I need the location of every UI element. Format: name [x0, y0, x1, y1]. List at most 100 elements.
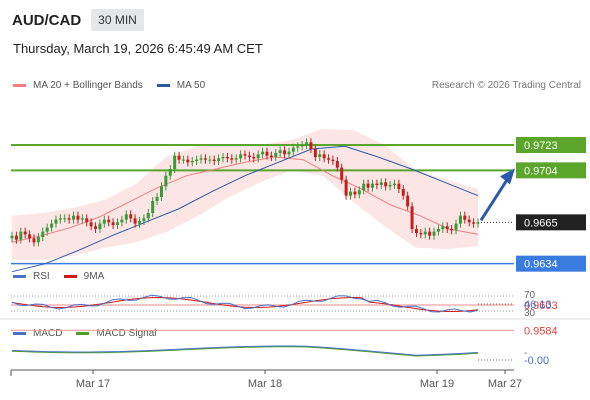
candle-body [370, 183, 374, 188]
pivot-tag [516, 255, 586, 272]
ma50-label: MA 50 [176, 80, 206, 91]
candle-body [186, 159, 190, 163]
rsi-level-70: 70 [524, 290, 536, 301]
candle-body [116, 222, 120, 225]
candle-body [392, 183, 396, 185]
candle-body [309, 142, 313, 149]
candle-body [225, 157, 229, 159]
timestamp: Thursday, March 19, 2026 6:45:49 AM CET [13, 41, 263, 56]
support-label: 0.9584 [524, 325, 558, 337]
candle-body [243, 154, 247, 156]
macd-swatch [13, 332, 26, 335]
candle-body [14, 235, 18, 240]
candle-body [98, 223, 102, 229]
candle-body [401, 189, 405, 196]
candle-body [221, 157, 225, 159]
candle-body [133, 218, 137, 224]
candle-body [445, 226, 449, 229]
rsi-line [11, 294, 479, 313]
candle-body [54, 219, 58, 224]
ma20-line [11, 156, 479, 243]
candle-body [305, 142, 309, 145]
candle-body [313, 149, 317, 157]
legend-macd: MACD [13, 328, 62, 339]
candle-body [217, 158, 221, 161]
candle-body [234, 158, 238, 160]
candle-body [142, 218, 146, 221]
candle-body [80, 218, 84, 220]
candle-body [450, 229, 454, 231]
candle-body [318, 154, 322, 157]
candle-body [287, 151, 291, 155]
macd-label: MACD [33, 328, 63, 339]
ma50-line [11, 145, 479, 273]
candle-body [463, 215, 467, 220]
candle-body [247, 155, 251, 157]
legend-macd-signal: MACD Signal [76, 328, 156, 339]
bollinger-band [12, 129, 478, 260]
candle-body [94, 226, 98, 229]
resistance-tag [516, 162, 586, 179]
ma9-label: 9MA [83, 271, 105, 282]
macd-legend: MACD MACD Signal [13, 328, 170, 339]
candle-body [120, 219, 124, 223]
candle-body [58, 218, 62, 220]
candle-body [89, 222, 93, 227]
last-price-label: 0.9665 [524, 217, 558, 229]
candle-body [10, 235, 14, 239]
candle-body [362, 183, 366, 191]
x-axis-tick-label: Mar 18 [248, 378, 282, 390]
candle-body [252, 157, 256, 159]
candle-body [340, 167, 344, 180]
legend-9ma: 9MA [63, 271, 105, 282]
candle-body [50, 223, 54, 228]
candle-body [349, 191, 353, 196]
legend-ma20: MA 20 + Bollinger Bands [13, 80, 143, 91]
macd-signal-swatch [76, 332, 90, 335]
candle-body [406, 195, 410, 207]
candle-body [410, 206, 414, 229]
candle-body [19, 231, 23, 240]
rsi-label: RSI [33, 271, 50, 282]
candle-body [366, 183, 370, 188]
candle-body [23, 231, 27, 235]
candle-body [36, 237, 40, 243]
candle-body [124, 214, 128, 220]
candle-body [28, 234, 32, 239]
candle-body [45, 227, 49, 232]
candle-body [41, 231, 45, 237]
rsi-level-30: 30 [524, 308, 536, 319]
candle-body [72, 215, 76, 220]
ma20-swatch [13, 84, 26, 87]
forecast-arrow-line [479, 177, 510, 222]
candle-body [137, 221, 141, 224]
x-axis-tick-label: Mar 19 [420, 378, 454, 390]
candle-body [432, 231, 436, 236]
timeframe-badge[interactable]: 30 MIN [91, 9, 144, 31]
candle-body [472, 222, 476, 224]
forecast-arrow-head [500, 168, 515, 185]
candle-body [344, 179, 348, 196]
research-credit: Research © 2026 Trading Central [431, 80, 581, 91]
candle-body [208, 159, 212, 161]
candle-body [203, 158, 207, 160]
candle-body [181, 159, 185, 161]
candle-body [261, 151, 265, 155]
candle-body [467, 219, 471, 223]
candle-body [190, 161, 194, 163]
candle-body [397, 183, 401, 189]
candle-body [164, 175, 168, 187]
candle-body [67, 218, 71, 220]
candle-body [199, 158, 203, 160]
main-legend: MA 20 + Bollinger Bands MA 50 [13, 80, 219, 91]
candle-body [388, 185, 392, 187]
candle-body [274, 153, 278, 157]
candle-body [419, 233, 423, 235]
rsi-value: 46.13 [524, 299, 552, 311]
candle-body [322, 154, 326, 159]
candle-body [63, 218, 67, 220]
candle-body [375, 183, 379, 185]
macd-tick-mark: - [524, 348, 527, 359]
candle-body [283, 150, 287, 155]
